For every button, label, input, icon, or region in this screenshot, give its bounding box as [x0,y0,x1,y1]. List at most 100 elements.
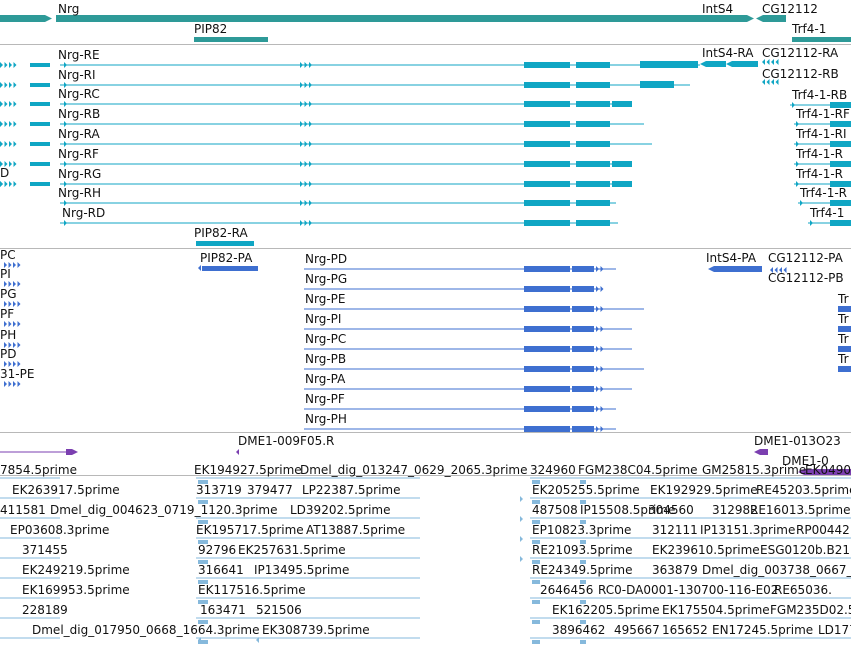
feature-label[interactable]: EK169953.5prime [22,583,130,597]
exon[interactable] [612,181,632,187]
feature-label[interactable]: PIP82-RA [194,226,248,240]
feature-label[interactable]: DME1-009F05.R [238,434,335,448]
feature-label[interactable]: Trf4-1 [810,206,845,220]
est-block[interactable] [532,540,540,544]
feature-label[interactable]: Nrg [58,2,80,16]
feature-label[interactable]: 379477 [247,483,293,497]
feature-label[interactable]: EP03608.3prime [10,523,110,537]
feature-label[interactable]: EK162205.5prime [552,603,660,617]
feature-label[interactable]: Nrg-RI [58,68,96,82]
exon[interactable] [524,220,570,226]
feature-label[interactable]: EK263917.5prime [12,483,120,497]
cds[interactable] [572,406,594,412]
exon[interactable] [576,62,610,68]
feature-label[interactable]: Trf4-1-R [796,167,843,181]
feature-label[interactable]: AT13887.5prime [306,523,406,537]
feature-label[interactable]: LD177 [818,623,851,637]
feature-label[interactable]: Nrg-RH [58,186,102,200]
cds[interactable] [572,386,594,392]
gene-ints4[interactable] [696,15,754,22]
est-block[interactable] [532,480,540,484]
feature-label[interactable]: Nrg-RD [62,206,106,220]
feature-label[interactable]: 371455 [22,543,68,557]
cds[interactable] [524,386,570,392]
feature-label[interactable]: Nrg-PE [305,292,346,306]
exon[interactable] [576,141,610,147]
feature-label[interactable]: LD39202.5prime [290,503,391,517]
exon[interactable] [196,241,254,246]
cds[interactable] [572,286,594,292]
est-block[interactable] [580,560,586,564]
feature-label[interactable]: EK257631.5prime [238,543,346,557]
feature-label[interactable]: 165652 [662,623,708,637]
est-block[interactable] [532,640,540,644]
exon[interactable] [700,61,726,67]
cds[interactable] [572,326,594,332]
est-block[interactable] [532,620,540,624]
feature-label[interactable]: Nrg-RF [58,147,99,161]
feature-label[interactable]: Trf4-1-R [796,147,843,161]
feature-label[interactable]: RC0-DA0001-130700-116-E02 [598,583,779,597]
feature-label[interactable]: EK205255.5prime [532,483,640,497]
exon[interactable] [576,121,610,127]
exon[interactable] [830,200,851,206]
feature-label[interactable]: 7854.5prime [0,463,77,477]
feature-label[interactable]: PIP82-PA [200,251,253,265]
feature-label[interactable]: Nrg-PI [305,312,342,326]
cds[interactable] [838,326,851,332]
feature-label[interactable]: Nrg-PF [305,392,345,406]
gene-cg12112[interactable] [756,15,786,22]
exon[interactable] [576,200,610,206]
feature-label[interactable]: 316641 [198,563,244,577]
exon[interactable] [830,102,851,108]
cds[interactable] [524,326,570,332]
feature-label[interactable]: IntS4 [702,2,734,16]
est-block[interactable] [198,480,208,484]
exon[interactable] [830,141,851,147]
feature-label[interactable]: Nrg-RA [58,127,100,141]
feature-label[interactable]: CG12112-RB [762,67,839,81]
cds[interactable] [524,286,570,292]
feature-label[interactable]: Nrg-PH [305,412,347,426]
est-block[interactable] [532,580,540,584]
feature-label[interactable]: 324960 [530,463,576,477]
feature-label[interactable]: CG12112-PB [768,271,844,285]
feature-label[interactable]: RE45203.5prime [756,483,851,497]
feature-label[interactable]: PH [0,328,17,342]
est-block[interactable] [198,640,208,644]
feature-label[interactable]: EK195717.5prime [196,523,304,537]
exon[interactable] [726,61,758,67]
feature-label[interactable]: Nrg-RC [58,87,100,101]
feature-label[interactable]: Dmel_dig_017950_0668_1664.3prime [32,623,260,637]
feature-label[interactable]: 31-PE [0,367,35,381]
feature-label[interactable]: Nrg-PG [305,272,348,286]
cds[interactable] [524,426,570,432]
feature-label[interactable]: PIP82 [194,22,228,36]
exon[interactable] [30,142,50,146]
feature-label[interactable]: PG [0,287,17,301]
feature-label[interactable]: 312111 [652,523,698,537]
gene-trf4[interactable] [792,37,851,42]
feature-label[interactable]: EK239610.5prime [652,543,760,557]
feature-label[interactable]: Tr [838,352,849,366]
feature-label[interactable]: Dmel_dig_003738_0667_ [702,563,851,577]
feature-label[interactable]: IntS4-PA [706,251,757,265]
feature-label[interactable]: RP00442 [796,523,850,537]
feature-label[interactable]: 411581 [0,503,46,517]
feature-label[interactable]: DME1-013O23 [754,434,841,448]
cds[interactable] [838,366,851,372]
exon[interactable] [612,161,632,167]
feature-label[interactable]: 487508 [532,503,578,517]
feature-label[interactable]: FGM238C04.5prime [578,463,698,477]
exon[interactable] [576,82,610,88]
feature-label[interactable]: EP10823.3prime [532,523,632,537]
feature-label[interactable]: CG12112-RA [762,46,839,60]
exon[interactable] [524,181,570,187]
feature-label[interactable]: DME1-0 [782,454,829,468]
est-block[interactable] [580,640,586,644]
feature-label[interactable]: Nrg-RG [58,167,102,181]
exon[interactable] [30,162,50,166]
est-block[interactable] [580,540,586,544]
cds[interactable] [572,266,594,272]
feature-label[interactable]: EK194927.5prime [194,463,302,477]
